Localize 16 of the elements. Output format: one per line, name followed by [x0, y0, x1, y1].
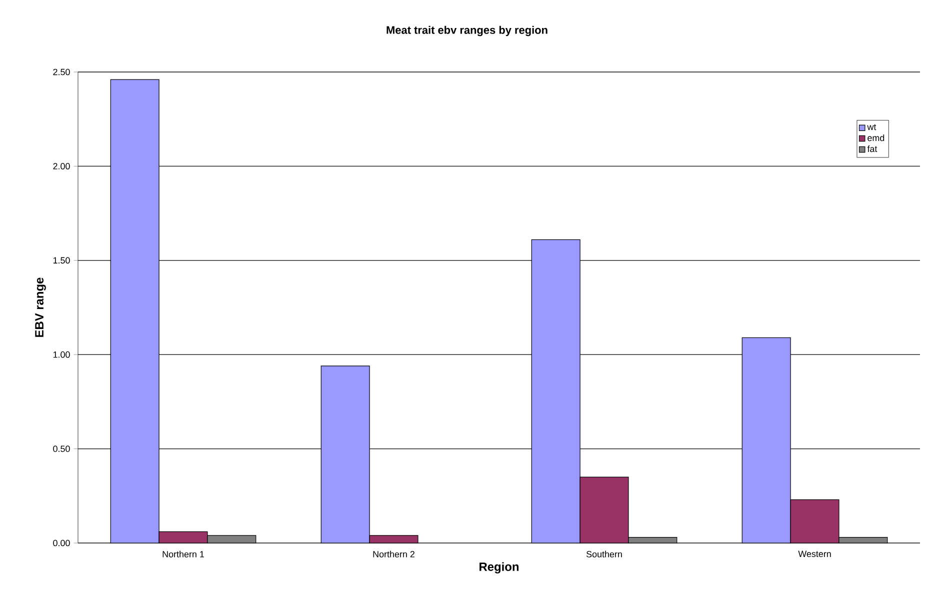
- y-tick-label: 0.00: [53, 540, 70, 546]
- chart-title: Meat trait ebv ranges by region: [386, 26, 548, 36]
- x-tick-label: Southern: [586, 550, 622, 558]
- y-tick-label: 2.00: [53, 163, 70, 170]
- x-axis-title: Region: [480, 562, 519, 574]
- x-tick-label: Northern 1: [162, 550, 204, 558]
- legend-label: fat: [867, 145, 878, 152]
- y-tick-label: 2.50: [53, 68, 70, 76]
- x-tick-label: Western: [798, 550, 831, 558]
- legend-label: wt: [867, 124, 876, 130]
- x-tick-label: Northern 2: [373, 550, 414, 558]
- y-tick-label: 0.50: [53, 446, 70, 452]
- y-tick-label: 1.00: [53, 351, 70, 358]
- legend-label: emd: [868, 134, 884, 142]
- y-tick-label: 1.50: [53, 257, 70, 264]
- y-axis-title: EBV range: [35, 278, 46, 337]
